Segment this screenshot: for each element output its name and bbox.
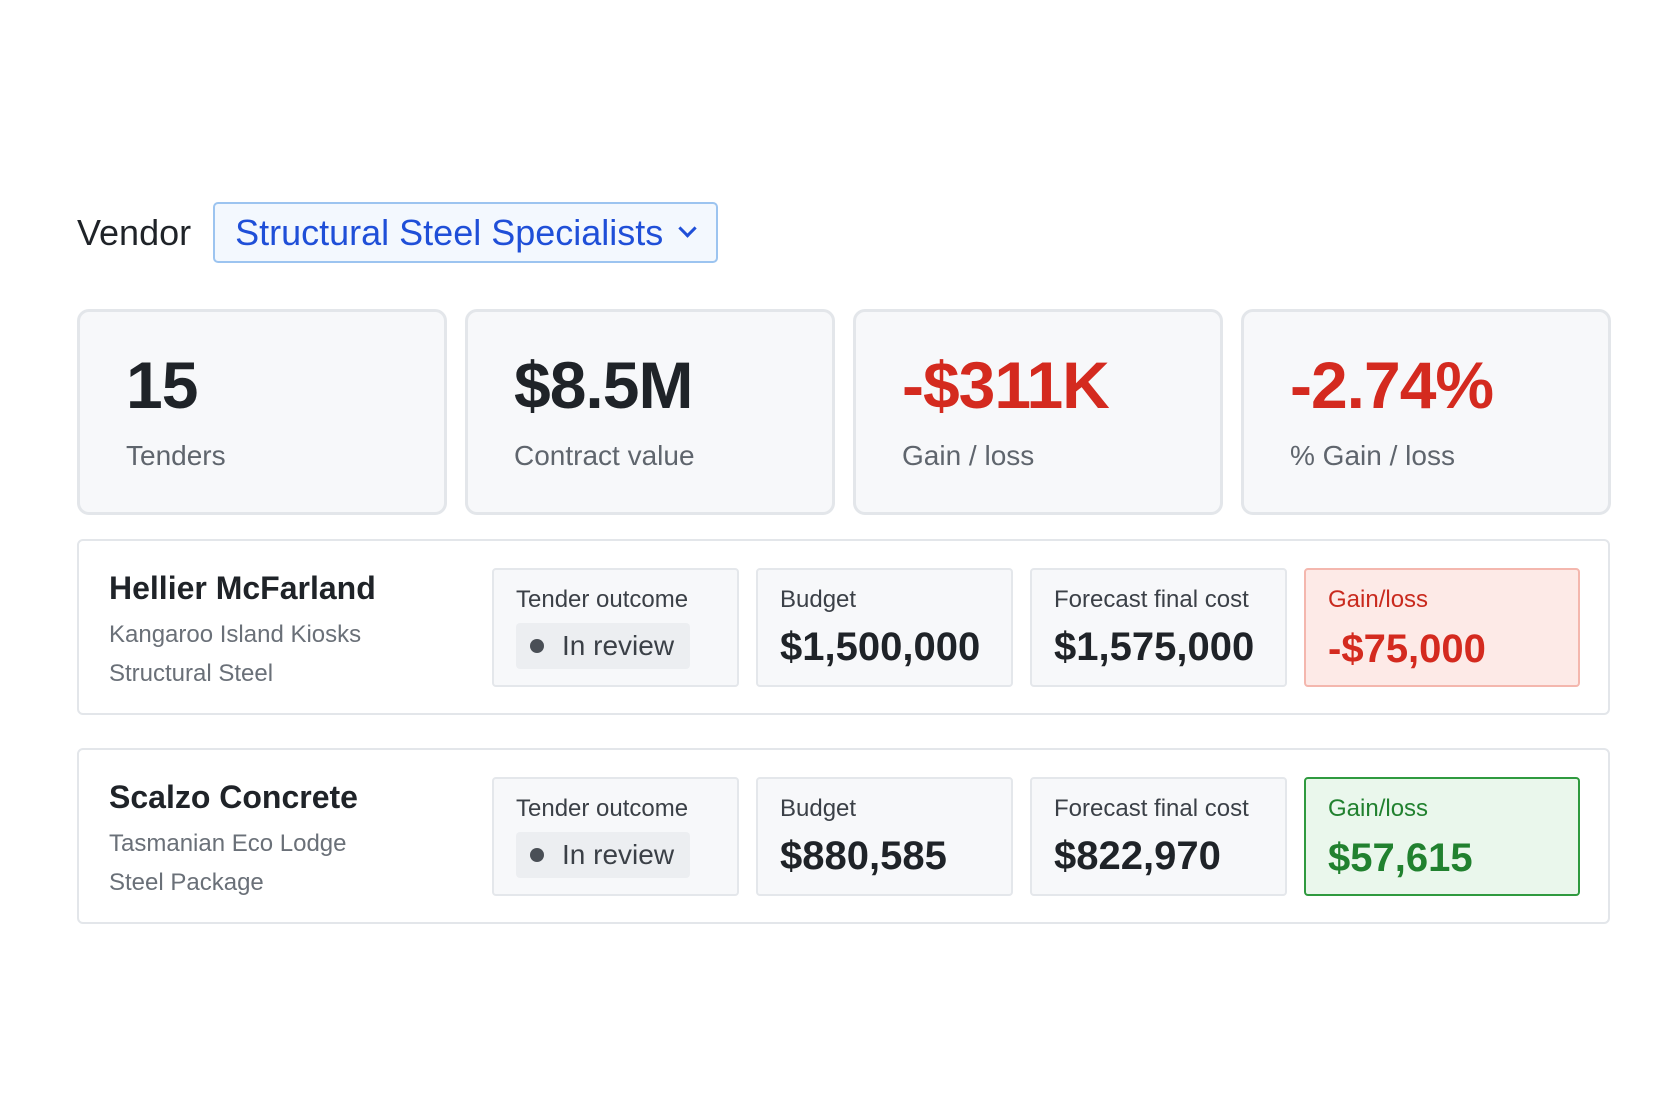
tender-outcome-label: Tender outcome xyxy=(516,795,689,822)
stat-card-gain-loss: -$311K Gain / loss xyxy=(853,309,1223,515)
tender-project-name: Kangaroo Island Kiosks xyxy=(109,620,362,648)
gain-loss-value: $57,615 xyxy=(1328,835,1473,880)
stat-label: Gain / loss xyxy=(902,440,1035,471)
gain-loss-tile: Gain/loss -$75,000 xyxy=(1304,568,1580,687)
summary-stats: 15 Tenders $8.5M Contract value -$311K G… xyxy=(77,309,1611,515)
tender-package-name: Structural Steel xyxy=(109,660,274,688)
status-text: In review xyxy=(562,629,675,661)
stat-card-percent-gain-loss: -2.74% % Gain / loss xyxy=(1241,309,1611,515)
tender-row[interactable]: Hellier McFarland Kangaroo Island Kiosks… xyxy=(77,539,1610,715)
tender-vendor-name: Hellier McFarland xyxy=(109,570,376,606)
vendor-filter: Vendor Structural Steel Specialists xyxy=(77,201,719,264)
tender-project-name: Tasmanian Eco Lodge xyxy=(109,829,347,857)
budget-label: Budget xyxy=(780,795,857,822)
tender-outcome-tile: Tender outcome In review xyxy=(492,568,739,687)
budget-tile: Budget $1,500,000 xyxy=(756,568,1013,687)
gain-loss-value: -$75,000 xyxy=(1328,626,1486,671)
tender-info: Hellier McFarland Kangaroo Island Kiosks… xyxy=(109,570,376,688)
forecast-tile: Forecast final cost $1,575,000 xyxy=(1030,568,1287,687)
status-dot-icon xyxy=(530,638,544,653)
budget-label: Budget xyxy=(780,586,857,613)
forecast-value: $1,575,000 xyxy=(1054,624,1255,669)
stat-label: Contract value xyxy=(514,440,695,471)
tender-vendor-name: Scalzo Concrete xyxy=(109,779,358,815)
stat-value: -$311K xyxy=(902,348,1110,422)
tender-outcome-label: Tender outcome xyxy=(516,586,689,613)
vendor-label: Vendor xyxy=(77,211,192,253)
stat-label: Tenders xyxy=(126,440,226,471)
tender-info: Scalzo Concrete Tasmanian Eco Lodge Stee… xyxy=(109,779,358,897)
budget-value: $880,585 xyxy=(780,833,947,878)
stat-card-tenders: 15 Tenders xyxy=(77,309,447,515)
status-dot-icon xyxy=(530,847,544,862)
forecast-label: Forecast final cost xyxy=(1054,586,1249,613)
budget-value: $1,500,000 xyxy=(780,624,981,669)
budget-tile: Budget $880,585 xyxy=(756,777,1013,896)
status-text: In review xyxy=(562,838,675,870)
vendor-dropdown[interactable]: Structural Steel Specialists xyxy=(213,202,719,263)
stat-value: 15 xyxy=(126,348,198,422)
status-badge: In review xyxy=(516,831,691,878)
forecast-label: Forecast final cost xyxy=(1054,795,1249,822)
tender-package-name: Steel Package xyxy=(109,869,264,897)
tender-row[interactable]: Scalzo Concrete Tasmanian Eco Lodge Stee… xyxy=(77,748,1610,924)
vendor-dropdown-value: Structural Steel Specialists xyxy=(235,211,664,253)
tender-outcome-tile: Tender outcome In review xyxy=(492,777,739,896)
forecast-tile: Forecast final cost $822,970 xyxy=(1030,777,1287,896)
forecast-value: $822,970 xyxy=(1054,833,1221,878)
gain-loss-tile: Gain/loss $57,615 xyxy=(1304,777,1580,896)
chevron-down-icon xyxy=(678,219,697,238)
status-badge: In review xyxy=(516,622,691,669)
gain-loss-label: Gain/loss xyxy=(1328,586,1429,613)
gain-loss-label: Gain/loss xyxy=(1328,795,1429,822)
stat-label: % Gain / loss xyxy=(1290,440,1455,471)
stat-card-contract-value: $8.5M Contract value xyxy=(465,309,835,515)
stat-value: -2.74% xyxy=(1290,348,1494,422)
stat-value: $8.5M xyxy=(514,348,693,422)
